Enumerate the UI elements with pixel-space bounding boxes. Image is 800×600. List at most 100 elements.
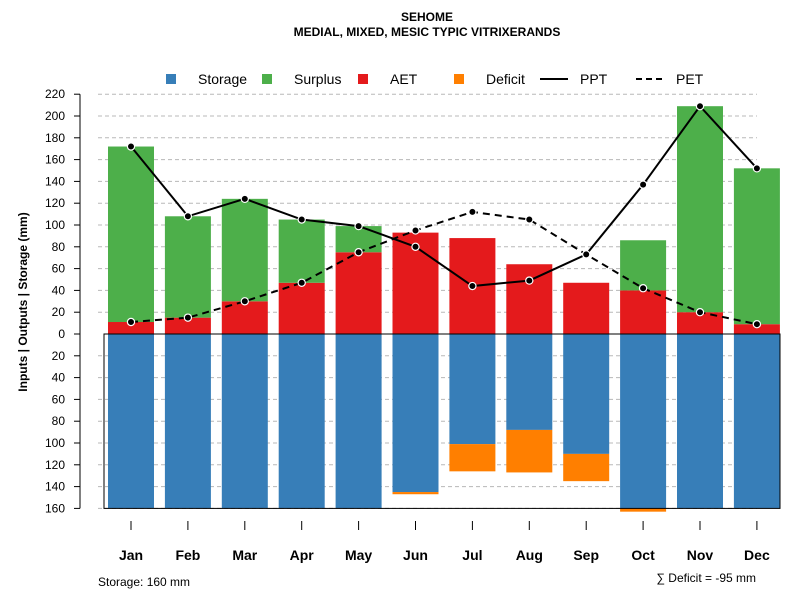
y-tick-label: 80 bbox=[52, 240, 66, 254]
legend-pet-label: PET bbox=[676, 71, 704, 87]
ppt-line bbox=[130, 104, 758, 288]
pet-line-point bbox=[695, 308, 705, 317]
pet-line-point bbox=[468, 207, 477, 217]
ppt-line-point bbox=[297, 215, 306, 224]
pet-line-point bbox=[411, 226, 420, 235]
legend: Storage Surplus AET Deficit PPT PET bbox=[166, 71, 704, 87]
surplus-bar bbox=[221, 198, 268, 302]
storage-bar bbox=[563, 334, 610, 454]
x-tick-label: Apr bbox=[290, 547, 315, 563]
storage-bar bbox=[449, 334, 496, 445]
pet-line-point bbox=[126, 317, 136, 327]
ppt-line-point bbox=[695, 101, 705, 111]
legend-ppt-label: PPT bbox=[580, 71, 608, 87]
storage-bar bbox=[677, 334, 723, 509]
legend-deficit-label: Deficit bbox=[486, 71, 525, 87]
surplus-bar bbox=[164, 216, 211, 318]
ppt-line-point bbox=[183, 212, 193, 221]
y-tick-label: 160 bbox=[45, 153, 65, 167]
ppt-line-point bbox=[582, 250, 591, 259]
storage-bar bbox=[335, 334, 382, 509]
footer-storage: Storage: 160 mm bbox=[98, 575, 190, 589]
ppt-line-point bbox=[525, 276, 534, 285]
y-tick-label: 220 bbox=[45, 87, 65, 101]
ppt-line-point bbox=[638, 180, 648, 189]
aet-bar bbox=[335, 252, 382, 334]
surplus-bar bbox=[620, 240, 667, 291]
y-tick-label: 20 bbox=[52, 305, 66, 319]
legend-surplus-label: Surplus bbox=[294, 71, 341, 87]
ppt-line-point bbox=[752, 164, 762, 173]
storage-capacity-box bbox=[103, 333, 781, 509]
surplus-bar bbox=[733, 168, 780, 325]
ppt-line-point bbox=[468, 281, 477, 291]
storage-bar bbox=[221, 334, 268, 509]
deficit-bar bbox=[506, 429, 553, 473]
surplus-bar bbox=[335, 226, 382, 253]
legend-surplus-swatch bbox=[262, 74, 272, 84]
x-tick-label: Oct bbox=[631, 547, 655, 563]
x-tick-label: Aug bbox=[516, 547, 543, 563]
aet-bar bbox=[620, 290, 667, 334]
x-tick-label: Jul bbox=[462, 547, 482, 563]
y-tick-label: 100 bbox=[45, 436, 65, 450]
storage-bar bbox=[392, 334, 439, 493]
y-axis: 2202001801601401201008060402002040608010… bbox=[45, 87, 81, 515]
surplus-bar bbox=[677, 106, 723, 313]
y-tick-label: 0 bbox=[58, 327, 65, 341]
legend-aet-swatch bbox=[358, 74, 368, 84]
x-tick-label: Jun bbox=[403, 547, 428, 563]
lines bbox=[126, 101, 762, 329]
storage-bar bbox=[506, 334, 553, 430]
deficit-bar bbox=[620, 508, 667, 512]
pet-line-point bbox=[183, 313, 193, 322]
x-tick-label: May bbox=[345, 547, 372, 563]
aet-bar bbox=[164, 317, 211, 334]
x-tick-label: Nov bbox=[687, 547, 714, 563]
pet-line-point bbox=[525, 215, 534, 224]
aet-bar bbox=[563, 282, 610, 334]
x-tick-label: Mar bbox=[232, 547, 257, 563]
legend-aet-label: AET bbox=[390, 71, 418, 87]
y-tick-label: 80 bbox=[52, 414, 66, 428]
y-tick-label: 120 bbox=[45, 196, 65, 210]
deficit-bar bbox=[392, 492, 439, 495]
storage-bar bbox=[620, 334, 667, 509]
legend-storage-swatch bbox=[166, 74, 176, 84]
y-tick-label: 40 bbox=[52, 283, 66, 297]
ppt-line-point bbox=[354, 221, 363, 231]
x-tick-label: Jan bbox=[119, 547, 143, 563]
x-axis: Jan Feb Mar Apr May Jun Jul Aug Sep Oct Nov Dec bbox=[119, 521, 770, 563]
legend-deficit-swatch bbox=[454, 74, 464, 84]
y-tick-label: 40 bbox=[52, 371, 66, 385]
footer-deficit: ∑ Deficit = -95 mm bbox=[656, 571, 756, 585]
y-tick-label: 200 bbox=[45, 109, 65, 123]
aet-bar bbox=[221, 301, 268, 334]
y-tick-label: 180 bbox=[45, 131, 65, 145]
pet-line-point bbox=[297, 278, 306, 287]
aet-bar bbox=[677, 312, 723, 334]
x-tick-label: Feb bbox=[175, 547, 200, 563]
x-tick-label: Sep bbox=[573, 547, 599, 563]
y-tick-label: 140 bbox=[45, 174, 65, 188]
chart-title: SEHOME bbox=[401, 10, 453, 24]
pet-line-point bbox=[752, 319, 762, 329]
y-tick-label: 60 bbox=[52, 392, 66, 406]
x-tick-label: Dec bbox=[744, 547, 770, 563]
y-axis-label: Inputs | Outputs | Storage (mm) bbox=[16, 212, 30, 391]
chart-subtitle: MEDIAL, MIXED, MESIC TYPIC VITRIXERANDS bbox=[294, 25, 561, 39]
deficit-bar bbox=[449, 444, 496, 472]
aet-bar bbox=[506, 264, 553, 334]
bars bbox=[103, 106, 781, 512]
y-tick-label: 20 bbox=[52, 349, 66, 363]
ppt-line-point bbox=[240, 194, 249, 204]
aet-bar bbox=[733, 324, 780, 334]
pet-line-point bbox=[354, 248, 363, 257]
pet-line-point bbox=[638, 284, 648, 293]
ppt-line-point bbox=[411, 242, 420, 251]
aet-bar bbox=[278, 282, 325, 334]
y-tick-label: 140 bbox=[45, 480, 65, 494]
legend-storage-label: Storage bbox=[198, 71, 247, 87]
storage-bar bbox=[108, 334, 154, 509]
